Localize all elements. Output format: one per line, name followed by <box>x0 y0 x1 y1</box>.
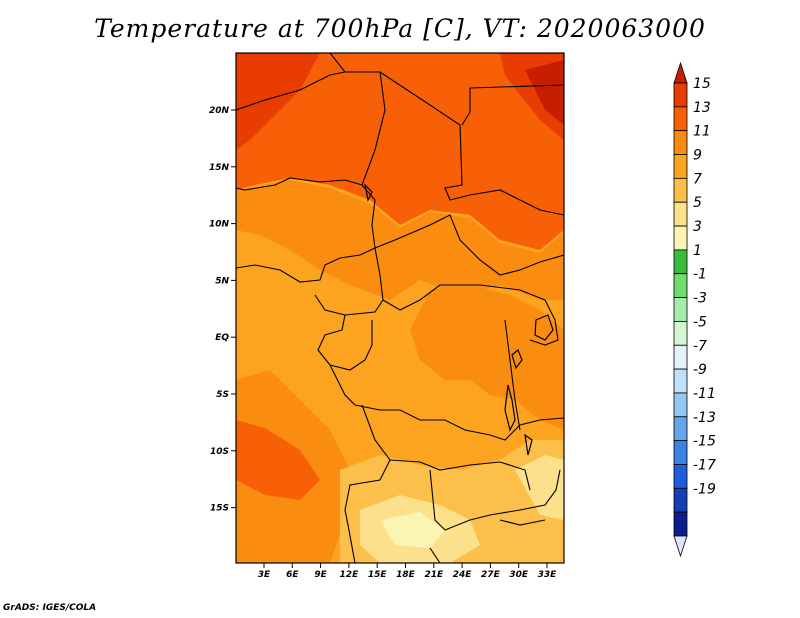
colorbar-label: 3 <box>693 219 702 235</box>
lon-tick-label: 30E <box>509 570 529 580</box>
colorbar-swatch <box>673 273 688 298</box>
colorbar-swatch <box>673 154 688 179</box>
lon-tick-label: 33E <box>538 570 558 580</box>
lat-tick-label: 15S <box>210 504 229 514</box>
lat-tick-label: 10S <box>210 447 229 457</box>
colorbar-label: -3 <box>693 291 707 307</box>
colorbar-swatch <box>673 82 688 108</box>
colorbar-legend: 15 13 11 9 7 5 3 1 -1 -3 -5 -7 -9 -11 -13 -15 -17 -19 <box>673 61 716 558</box>
colorbar-label: 5 <box>693 195 702 211</box>
colorbar-label: -5 <box>693 314 707 330</box>
lat-tick-label: 20N <box>209 106 230 116</box>
colorbar-label: 13 <box>693 100 711 116</box>
colorbar-swatch <box>673 201 688 227</box>
colorbar-label: -17 <box>693 457 716 473</box>
colorbar-swatch <box>673 416 688 442</box>
colorbar-swatch <box>673 249 688 275</box>
colorbar-top-arrow <box>673 61 688 84</box>
colorbar-label: -7 <box>693 338 707 354</box>
colorbar-bottom-arrow <box>673 535 688 558</box>
lat-tick-label: 5N <box>215 276 229 286</box>
colorbar-swatch <box>673 392 688 418</box>
colorbar-swatch <box>673 297 688 322</box>
lon-tick-label: 21E <box>424 570 444 580</box>
temperature-field <box>236 53 564 563</box>
lon-tick-label: 27E <box>481 570 501 580</box>
grads-credit: GrADS: IGES/COLA <box>3 603 97 613</box>
colorbar-label: 15 <box>693 76 711 92</box>
colorbar-label: -13 <box>693 410 716 426</box>
colorbar-label: -9 <box>693 362 707 378</box>
map-title: Temperature at 700hPa [C], VT: 202006300… <box>94 14 706 43</box>
colorbar-swatch <box>673 464 688 489</box>
lon-tick-label: 6E <box>286 570 299 580</box>
colorbar-label: 1 <box>693 243 702 259</box>
lat-tick-label: 15N <box>209 163 230 173</box>
map-frame <box>235 52 565 564</box>
colorbar-swatch <box>673 511 688 537</box>
colorbar-swatch <box>673 440 688 465</box>
colorbar-label: 7 <box>693 171 702 187</box>
colorbar-label: 11 <box>693 124 711 140</box>
lon-tick-label: 12E <box>340 570 360 580</box>
lon-tick-label: 9E <box>314 570 327 580</box>
country-borders <box>236 53 564 563</box>
longitude-axis: 3E 6E 9E 12E 15E 18E 21E 24E 27E 30E 33E <box>258 563 557 580</box>
latitude-axis: 20N 15N 10N 5N EQ 5S 10S 15S <box>209 106 236 514</box>
lon-tick-label: 3E <box>258 570 271 580</box>
lat-tick-label: 10N <box>209 220 230 230</box>
colorbar-label: -19 <box>693 481 716 497</box>
lon-tick-label: 18E <box>396 570 416 580</box>
colorbar-swatch <box>673 344 688 370</box>
colorbar-swatch <box>673 130 688 155</box>
colorbar-label: 9 <box>693 148 702 164</box>
colorbar-swatch <box>673 177 688 203</box>
colorbar-label: -15 <box>693 434 716 450</box>
colorbar-label: -11 <box>693 386 716 402</box>
lat-tick-label: 5S <box>216 390 229 400</box>
lat-tick-label: EQ <box>215 333 229 343</box>
colorbar-swatch <box>673 487 688 513</box>
colorbar-swatch <box>673 368 688 394</box>
colorbar-swatch <box>673 321 688 346</box>
lakes <box>364 183 554 456</box>
lon-tick-label: 24E <box>453 570 473 580</box>
colorbar-swatch <box>673 106 688 132</box>
colorbar-label: -1 <box>693 267 707 283</box>
colorbar-swatch <box>673 225 688 251</box>
lon-tick-label: 15E <box>368 570 388 580</box>
